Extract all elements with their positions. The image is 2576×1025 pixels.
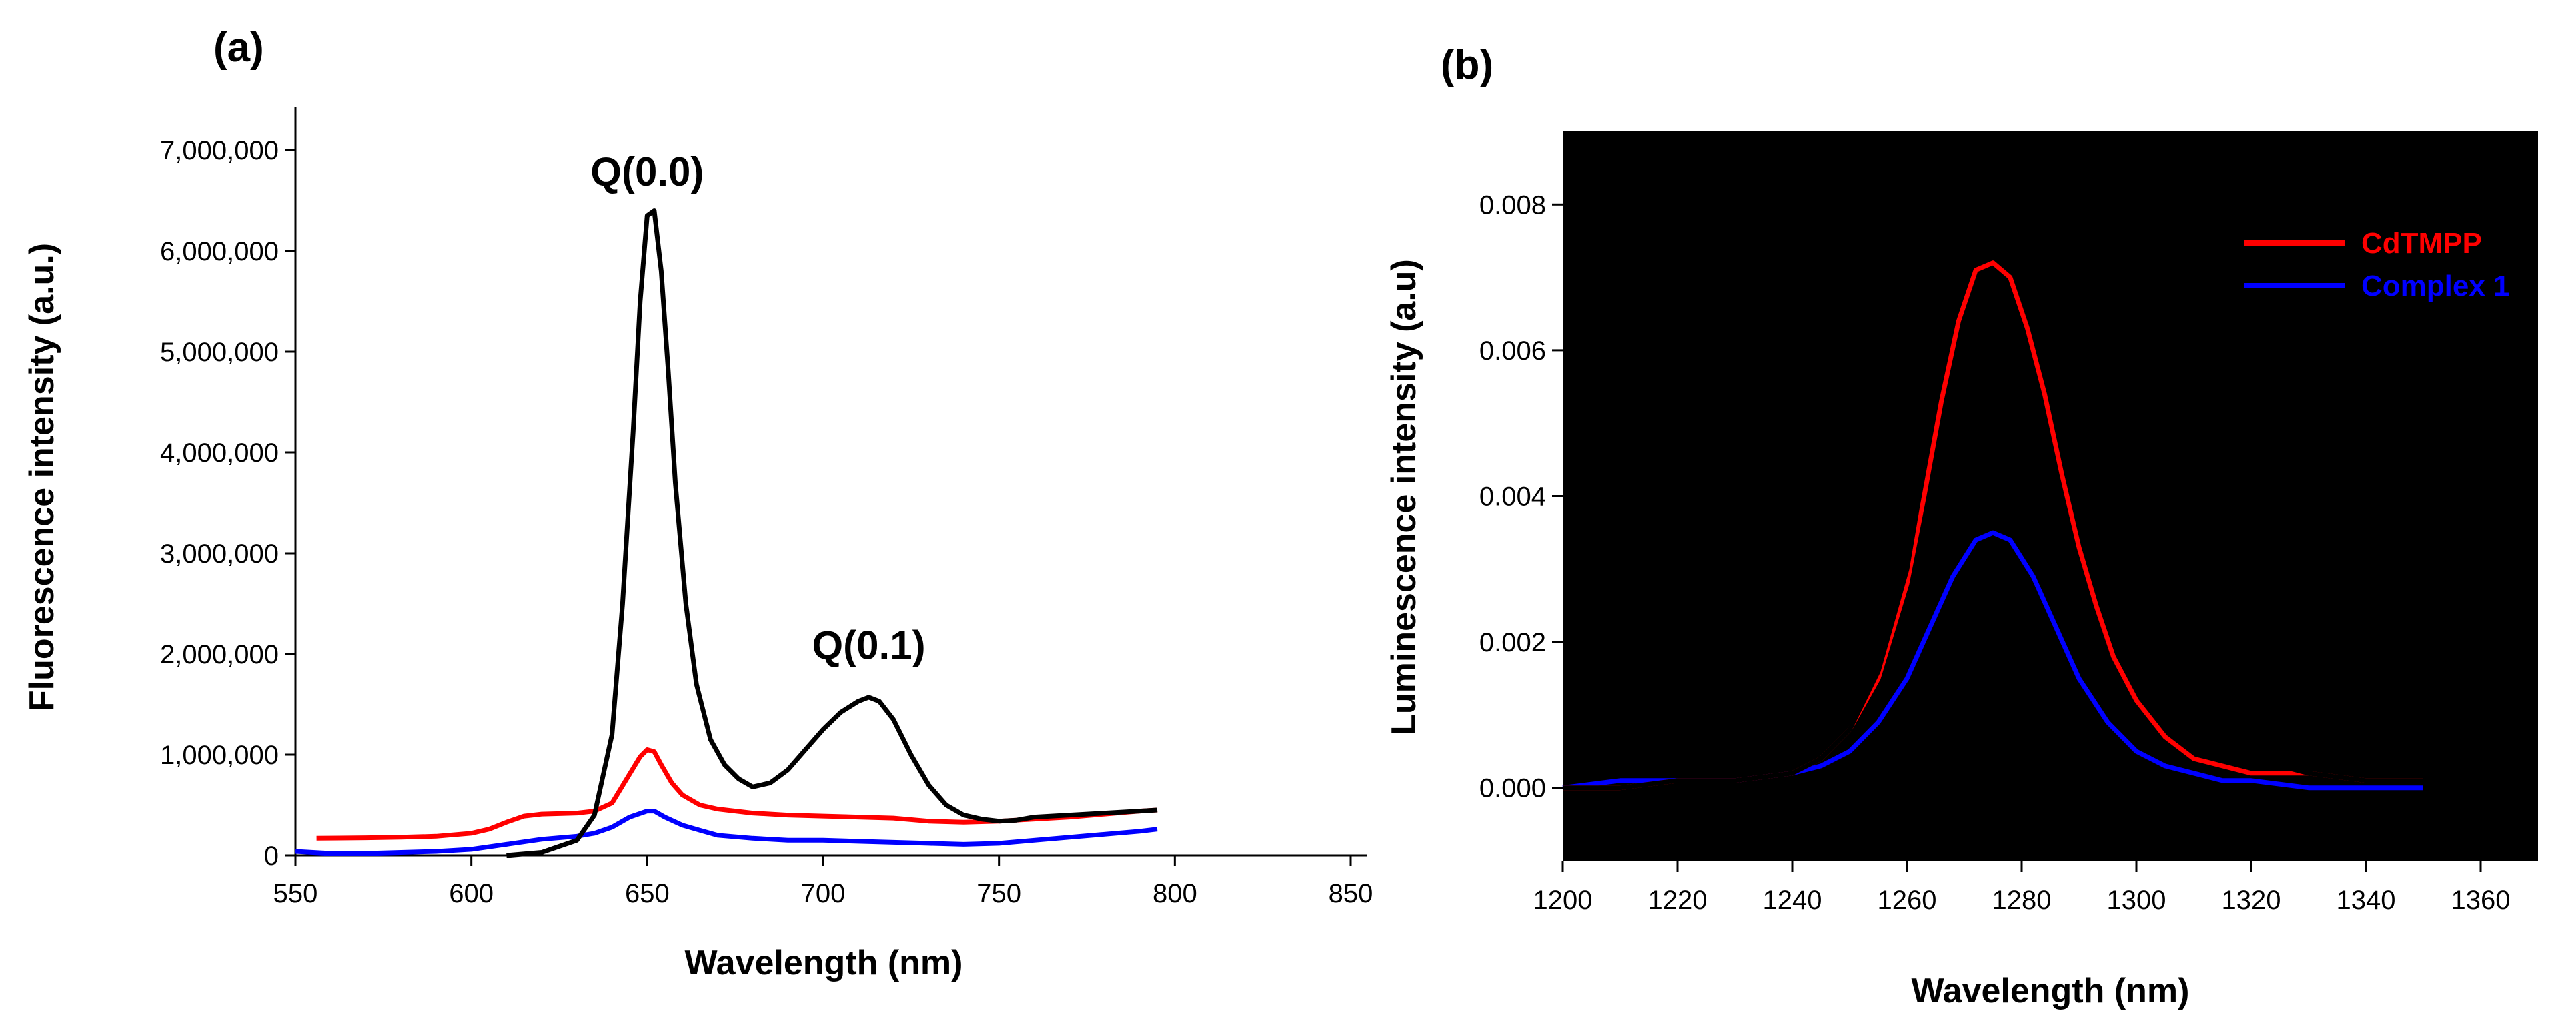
panel-a-y-tick-label: 0: [264, 841, 279, 871]
panel-b-ticks: 1200 1220 1240 1260 1280 1300 1320 1340 1360 0.00…: [1479, 190, 2511, 915]
panel-b-series-h2tmpp: [1563, 180, 2423, 791]
panel-a-axes: [294, 107, 1367, 857]
panel-a-x-tick-label: 750: [977, 879, 1021, 908]
panel-b-axes: [1563, 131, 2538, 861]
panel-a-y-tick-label: 2,000,000: [160, 640, 279, 669]
panel-b-y-tick-label: 0.002: [1479, 628, 1546, 657]
panel-b-x-tick-label: 1340: [2337, 886, 2396, 915]
panel-b-y-tick-label: 0.008: [1479, 190, 1546, 220]
panel-a-annotations: Q(0.0) Q(0.1): [590, 149, 925, 668]
panel-b-x-axis-label: Wavelength (nm): [1912, 972, 2190, 1010]
panel-b-x-tick-label: 1220: [1648, 886, 1708, 915]
panel-b-y-tick-label: 0.000: [1479, 774, 1546, 803]
panel-a-peak-annotation: Q(0.0): [590, 149, 704, 194]
panel-b-y-tick-label: 0.006: [1479, 336, 1546, 366]
legend-label-h2tmpp: H2TMPP: [2361, 184, 2475, 226]
panel-b-y-tick-label: 0.004: [1479, 482, 1546, 512]
panel-a-y-tick-label: 3,000,000: [160, 539, 279, 569]
panel-b-series: [1562, 180, 2423, 791]
panel-a-y-tick-label: 7,000,000: [160, 136, 279, 165]
panel-a-ticks: 550 600 650 700 750 800 850 0 1,000,000 2,000,000…: [160, 136, 1373, 908]
panel-a-y-tick-label: 1,000,000: [160, 741, 279, 770]
panel-b-x-tick-label: 1200: [1533, 886, 1593, 915]
panel-a-x-tick-label: 850: [1329, 879, 1373, 908]
panel-b-x-tick-label: 1240: [1763, 886, 1822, 915]
panel-b-y-axis-label: Luminescence intensity (a.u): [1385, 259, 1423, 735]
panel-a-x-tick-label: 600: [449, 879, 494, 908]
panel-a-peak-annotation: Q(0.1): [812, 623, 926, 668]
panel-a-x-axis-label: Wavelength (nm): [685, 944, 963, 982]
panel-a-x-tick-label: 700: [801, 879, 846, 908]
panel-a-series: [295, 208, 1158, 858]
panel-a-x-tick-label: 650: [625, 879, 670, 908]
panel-b-frame: [1563, 131, 2538, 861]
legend-label-cdtmpp: CdTMPP: [2361, 227, 2482, 260]
panel-a-y-tick-label: 5,000,000: [160, 338, 279, 367]
panel-b-label: (b): [1441, 42, 1493, 88]
panel-a-label: (a): [213, 25, 264, 71]
panel-a-series-h2tmpp: [506, 208, 1158, 858]
panel-a-x-tick-label: 800: [1153, 879, 1197, 908]
panel-b-x-tick-label: 1260: [1878, 886, 1937, 915]
panel-a-y-tick-label: 4,000,000: [160, 438, 279, 468]
panel-a-series-cdtmpp: [316, 747, 1158, 841]
panel-b-luminescence-chart: (b) 1200 1220 1240 1260 1280 1300 1320 1340 1360…: [1385, 42, 2538, 1010]
legend-label-complex-1: Complex 1: [2361, 270, 2510, 302]
panel-b-x-tick-label: 1300: [2107, 886, 2166, 915]
panel-a-fluorescence-chart: (a) 550 600 650 700 750 800 850 0 1,000,000 2,000…: [23, 25, 1373, 982]
panel-a-series-complex-1: [295, 809, 1158, 856]
panel-a-y-axis-label: Fluorescence intensity (a.u.): [23, 243, 61, 711]
panel-b-x-tick-label: 1320: [2222, 886, 2281, 915]
panel-a-y-tick-label: 6,000,000: [160, 237, 279, 266]
panel-a-x-tick-label: 550: [273, 879, 318, 908]
panel-b-x-tick-label: 1360: [2451, 886, 2511, 915]
panel-b-x-tick-label: 1280: [1992, 886, 2052, 915]
